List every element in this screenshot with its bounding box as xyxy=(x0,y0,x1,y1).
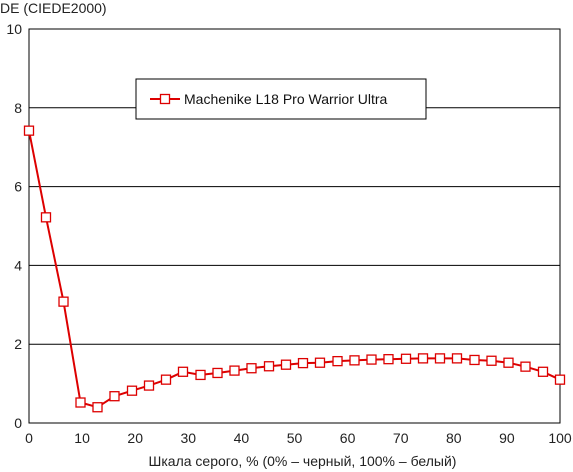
data-point xyxy=(520,361,531,372)
data-point xyxy=(554,374,566,385)
data-point xyxy=(314,357,326,368)
legend-series-label: Machenike L18 Pro Warrior Ultra xyxy=(184,91,388,107)
data-point xyxy=(212,367,223,379)
x-tick-label: 50 xyxy=(287,430,303,446)
data-point xyxy=(143,380,155,391)
data-point xyxy=(126,385,138,396)
x-tick-label: 90 xyxy=(499,430,515,446)
plot-area-frame xyxy=(28,28,561,424)
y-tick-label: 8 xyxy=(14,100,22,116)
x-axis-title: Шкала серого, % (0% – черный, 100% – бел… xyxy=(149,453,457,469)
x-tick-label: 10 xyxy=(74,430,90,446)
data-point xyxy=(195,369,206,381)
legend-box xyxy=(135,78,427,120)
data-point xyxy=(177,366,189,377)
data-point xyxy=(229,365,240,376)
y-tick-label: 6 xyxy=(14,179,22,195)
data-point xyxy=(486,355,497,366)
x-tick-label: 100 xyxy=(548,430,572,446)
series-line-0 xyxy=(28,130,561,409)
data-point xyxy=(40,212,52,223)
y-tick-label: 0 xyxy=(14,415,22,431)
series-layer xyxy=(23,125,566,413)
x-tick-label: 20 xyxy=(127,430,143,446)
y-axis-title: DE (CIEDE2000) xyxy=(0,0,107,16)
data-point xyxy=(332,355,343,367)
data-point xyxy=(383,354,394,365)
data-point xyxy=(58,296,69,307)
y-tick-label: 10 xyxy=(6,21,22,37)
x-tick-label: 0 xyxy=(25,430,33,446)
legend-marker xyxy=(159,93,171,105)
y-tick-label: 4 xyxy=(14,257,22,273)
data-point xyxy=(469,354,480,366)
x-tick-label: 30 xyxy=(181,430,197,446)
x-axis-tick-labels: 0 10 20 30 40 50 60 70 80 90 100 xyxy=(25,430,572,446)
grid-lines xyxy=(29,107,560,345)
x-tick-label: 60 xyxy=(340,430,356,446)
data-point xyxy=(109,391,120,402)
data-point xyxy=(280,359,292,370)
data-point xyxy=(417,353,429,364)
data-point xyxy=(263,361,275,372)
data-point xyxy=(246,363,257,374)
y-tick-label: 2 xyxy=(14,336,22,352)
data-point xyxy=(400,353,412,364)
data-point xyxy=(537,366,549,377)
data-point xyxy=(503,357,514,368)
data-point xyxy=(92,402,103,413)
x-tick-label: 70 xyxy=(393,430,409,446)
data-point xyxy=(349,355,360,366)
data-point xyxy=(160,374,172,385)
data-point xyxy=(366,354,377,365)
x-tick-label: 80 xyxy=(446,430,462,446)
data-point xyxy=(297,357,309,369)
x-tick-label: 40 xyxy=(234,430,250,446)
legend: Machenike L18 Pro Warrior Ultra xyxy=(135,78,427,120)
data-point xyxy=(434,353,446,364)
data-point xyxy=(451,353,463,364)
data-point xyxy=(75,397,86,408)
data-point xyxy=(23,125,35,136)
y-axis-tick-labels: 0 2 4 6 8 10 xyxy=(6,21,22,431)
